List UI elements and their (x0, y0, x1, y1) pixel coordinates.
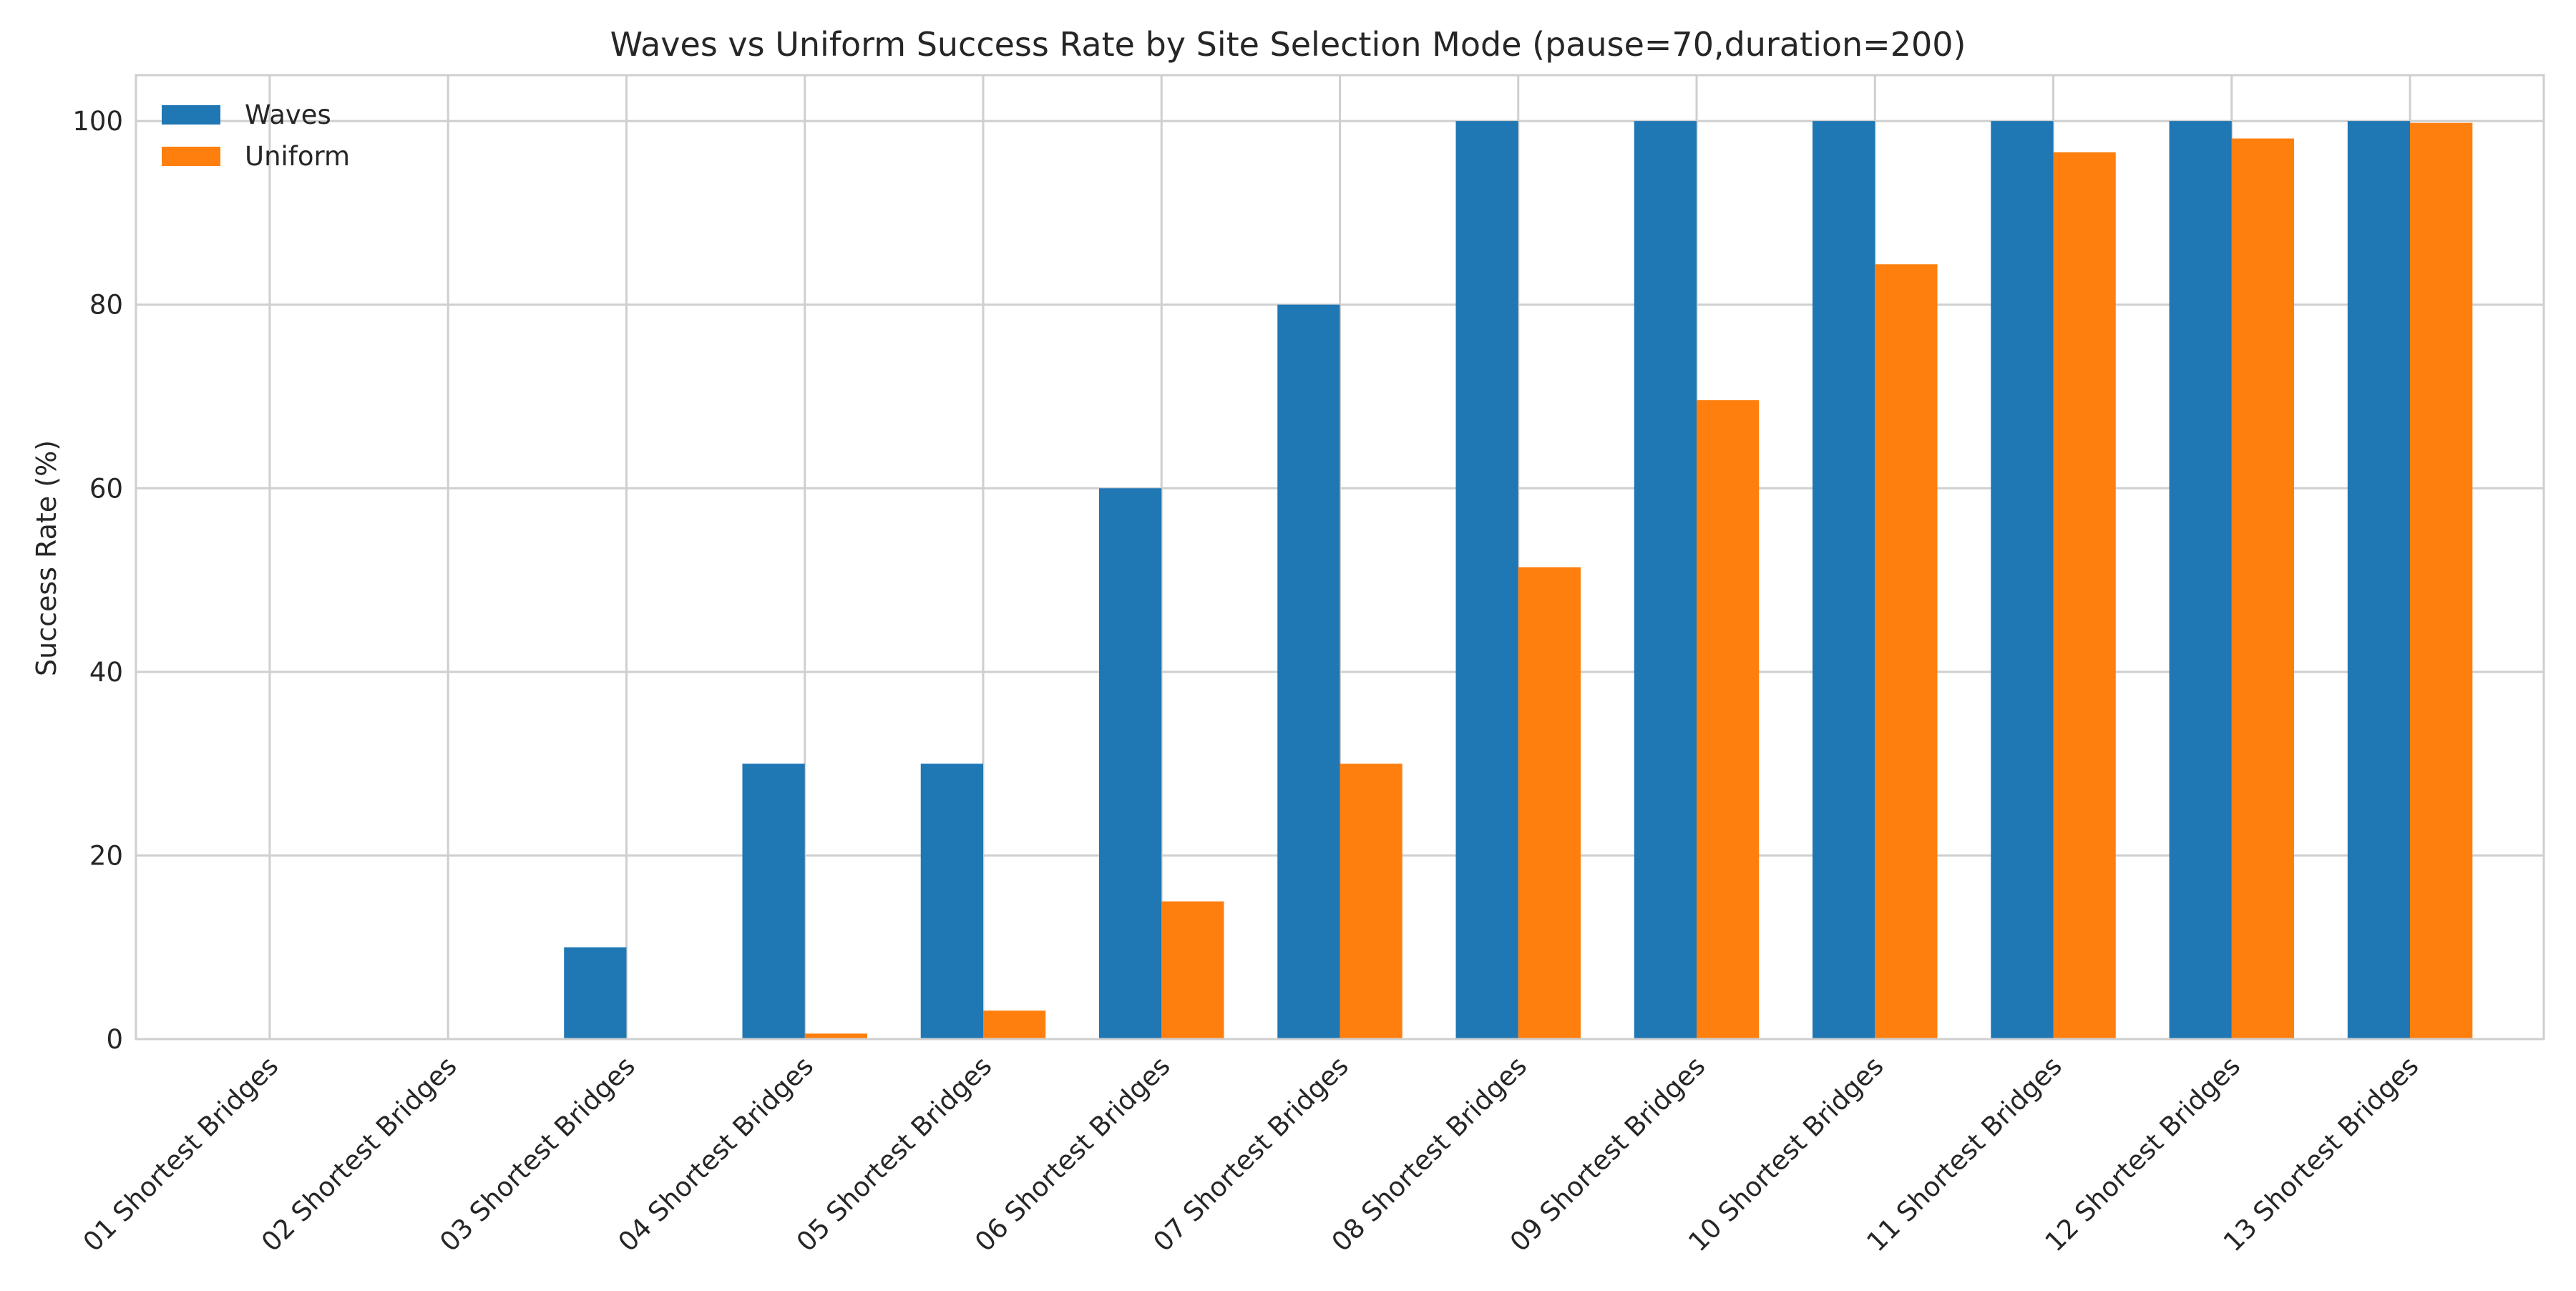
legend-label-uniform: Uniform (245, 141, 350, 172)
bar-uniform-6 (1161, 901, 1224, 1039)
y-tick-label: 80 (89, 290, 123, 321)
bar-waves-3 (564, 947, 627, 1039)
x-tick-label: 12 Shortest Bridges (2039, 1051, 2246, 1257)
x-tick-label: 07 Shortest Bridges (1147, 1051, 1354, 1257)
chart-title: Waves vs Uniform Success Rate by Site Se… (610, 25, 1966, 64)
y-axis-label: Success Rate (%) (31, 440, 62, 676)
bar-waves-6 (1099, 488, 1162, 1039)
bars (564, 121, 2473, 1040)
x-tick-label: 11 Shortest Bridges (1860, 1051, 2067, 1257)
y-tick-label: 60 (89, 473, 123, 504)
y-tick-label: 0 (106, 1024, 123, 1055)
legend: Waves Uniform (162, 99, 350, 172)
bar-waves-4 (742, 764, 805, 1039)
y-tick-label: 40 (89, 657, 123, 688)
bar-waves-12 (2169, 121, 2232, 1040)
bar-waves-7 (1277, 304, 1340, 1039)
bar-uniform-12 (2231, 138, 2295, 1040)
x-tick-label: 06 Shortest Bridges (969, 1051, 1176, 1257)
legend-label-waves: Waves (245, 99, 331, 130)
plot-frame (135, 74, 2545, 1041)
bar-waves-9 (1634, 121, 1697, 1040)
legend-swatch-uniform (162, 147, 220, 166)
y-axis-ticks: 0 20 40 60 80 100 (72, 106, 123, 1055)
x-tick-label: 09 Shortest Bridges (1504, 1051, 1711, 1257)
bar-waves-8 (1455, 121, 1518, 1040)
x-tick-label: 02 Shortest Bridges (255, 1051, 462, 1257)
bar-uniform-4 (804, 1033, 867, 1039)
bar-uniform-9 (1697, 400, 1760, 1039)
bar-uniform-13 (2410, 122, 2473, 1039)
bar-waves-5 (920, 764, 983, 1039)
bar-uniform-8 (1518, 567, 1581, 1039)
bar-waves-10 (1813, 121, 1875, 1040)
x-tick-label: 04 Shortest Bridges (613, 1051, 819, 1257)
x-tick-label: 13 Shortest Bridges (2218, 1051, 2424, 1257)
bar-uniform-7 (1340, 764, 1402, 1039)
bar-waves-11 (1991, 121, 2054, 1040)
x-tick-label: 10 Shortest Bridges (1682, 1051, 1889, 1257)
y-tick-label: 100 (72, 106, 123, 137)
bar-uniform-10 (1875, 264, 1938, 1040)
bar-uniform-11 (2053, 152, 2116, 1039)
x-tick-label: 01 Shortest Bridges (77, 1051, 284, 1257)
x-tick-label: 03 Shortest Bridges (434, 1051, 640, 1257)
x-tick-label: 08 Shortest Bridges (1326, 1051, 1533, 1257)
legend-swatch-waves (162, 105, 220, 125)
x-tick-label: 05 Shortest Bridges (791, 1051, 997, 1257)
y-tick-label: 20 (89, 840, 123, 871)
bar-uniform-5 (982, 1010, 1046, 1039)
bar-waves-13 (2347, 121, 2411, 1040)
